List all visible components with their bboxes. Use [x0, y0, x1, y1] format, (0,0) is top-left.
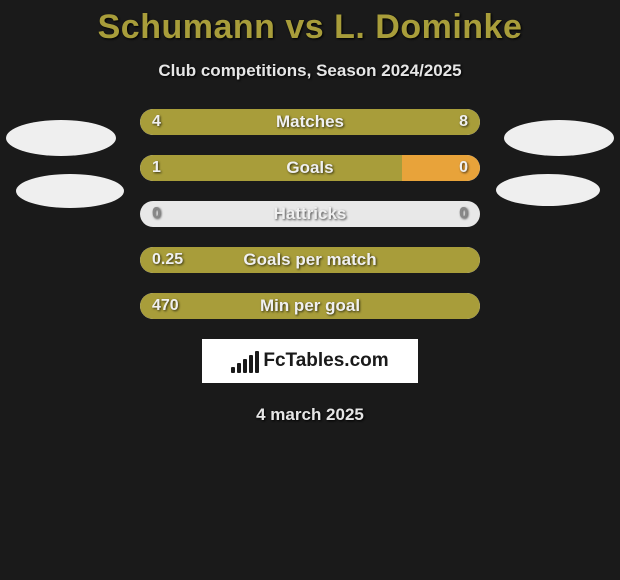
- bar-right-fill: [402, 155, 480, 181]
- brand-text: FcTables.com: [263, 350, 388, 372]
- bar-row: Goals10: [140, 155, 480, 181]
- bar-row: Goals per match0.25: [140, 247, 480, 273]
- player-right-avatar-1: [504, 120, 614, 156]
- player-left-avatar-1: [6, 120, 116, 156]
- page-title: Schumann vs L. Dominke: [98, 8, 523, 47]
- bar-row: Hattricks00: [140, 201, 480, 227]
- bar-right-fill: [253, 109, 480, 135]
- bar-left-fill: [140, 155, 402, 181]
- bar-background: [140, 201, 480, 227]
- date-text: 4 march 2025: [256, 405, 364, 425]
- bar-row: Matches48: [140, 109, 480, 135]
- bar-left-fill: [140, 293, 480, 319]
- player-right-avatar-2: [496, 174, 600, 206]
- page-subtitle: Club competitions, Season 2024/2025: [158, 61, 461, 81]
- bar-left-fill: [140, 247, 480, 273]
- brand-box: FcTables.com: [202, 339, 418, 383]
- chart-container: Schumann vs L. Dominke Club competitions…: [0, 0, 620, 580]
- bar-row: Min per goal470: [140, 293, 480, 319]
- comparison-bars: Matches48 Goals10 Hattricks00 Goals per mat…: [140, 109, 480, 319]
- brand-chart-icon: [231, 349, 259, 373]
- bar-left-fill: [140, 109, 253, 135]
- player-left-avatar-2: [16, 174, 124, 208]
